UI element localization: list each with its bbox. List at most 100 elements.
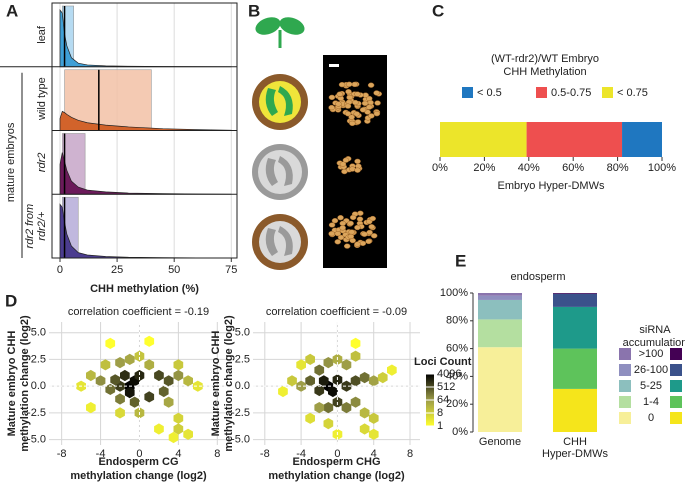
legend-label: 1-4 (643, 396, 659, 408)
hex-bin (350, 396, 361, 408)
seed (359, 107, 367, 113)
legend-swatch (619, 396, 631, 408)
seed (328, 104, 335, 111)
legend-label: 0.5-0.75 (551, 87, 591, 99)
x-tick-label: -4 (96, 448, 106, 460)
hex-bin (110, 374, 120, 386)
y-tick-label: -5.0 (27, 434, 46, 446)
hex-bin (314, 384, 325, 397)
hex-bin (129, 396, 140, 408)
seed (368, 224, 375, 230)
hex-bin (305, 375, 315, 387)
y-tick-label: 0.0 (31, 380, 46, 392)
legend-swatch (462, 87, 473, 98)
hex-bin (305, 353, 315, 365)
bar-segment (553, 388, 597, 432)
seed (373, 90, 380, 96)
seed (339, 220, 346, 227)
seed (374, 100, 381, 106)
hex-bin (368, 428, 379, 440)
x-axis-label: CHH methylation (%) (90, 283, 199, 295)
seed (346, 94, 353, 101)
x-axis-label: methylation change (log2) (70, 470, 207, 482)
bar-segment (622, 122, 662, 157)
hex-bin (134, 369, 145, 382)
hex-bin (341, 380, 352, 392)
seed (347, 220, 354, 227)
bar-segment (478, 319, 522, 348)
bar-segment (478, 295, 522, 300)
y-tick-label: 100% (440, 287, 468, 299)
seed (336, 91, 344, 97)
seed (328, 94, 336, 101)
legend-swatch (619, 412, 631, 424)
seed-clusters (328, 81, 383, 249)
x-tick-label: 8 (214, 448, 220, 460)
hex-bin (134, 350, 145, 362)
x-tick-label: -4 (296, 448, 306, 460)
hex-bin (105, 383, 116, 395)
x-tick-label: 4 (371, 448, 377, 460)
hex-bin (120, 369, 130, 382)
legend-swatch (619, 348, 631, 360)
seed-rdr2 (252, 144, 308, 200)
bar-segment (478, 347, 522, 432)
seed (347, 233, 355, 240)
x-tick-label: 0% (432, 162, 448, 174)
hex-bin (287, 375, 297, 387)
x-tick-label: 75 (225, 264, 237, 276)
legend-swatch (619, 364, 631, 376)
hex-bin (100, 359, 111, 371)
x-axis-label: methylation change (log2) (268, 470, 405, 482)
hex-bin (115, 407, 125, 419)
hex-bin (86, 369, 96, 382)
seedling (255, 17, 305, 48)
seed (368, 113, 375, 119)
seed (344, 103, 352, 109)
seed (366, 104, 373, 110)
scale-bar (329, 64, 339, 67)
legend-swatch (670, 380, 682, 392)
legend-label: 0 (648, 412, 654, 424)
seed (354, 241, 361, 247)
legend-swatch (670, 412, 682, 424)
legend-swatch (619, 380, 631, 392)
seed (331, 218, 339, 224)
seed (328, 222, 336, 228)
legend-label: < 0.75 (617, 87, 648, 99)
panel-letter: C (432, 1, 444, 20)
x-tick-label: 8 (407, 448, 413, 460)
x-tick-label: 80% (607, 162, 629, 174)
y-tick-label: 5.0 (235, 327, 250, 339)
hex-bin (341, 359, 352, 371)
seed (334, 239, 342, 245)
hex-bin (296, 359, 306, 371)
y-tick-label: 60% (446, 343, 468, 355)
bar-segment (478, 293, 522, 296)
hex-bin (163, 396, 174, 408)
chart-title: endosperm (510, 271, 565, 283)
bar-segment (553, 306, 597, 349)
y-axis-label: Mature embryo CHH (210, 331, 222, 437)
y-tick-label: 0% (452, 426, 468, 438)
hex-bin (368, 412, 379, 424)
seed (338, 82, 346, 88)
hex-bin (124, 387, 135, 399)
hex-bin (296, 380, 306, 392)
legend-swatch (670, 364, 682, 376)
seed (365, 238, 372, 245)
hex-bin (86, 402, 96, 414)
y-axis-label: Mature embryo CHH (6, 331, 18, 437)
hex-bin (341, 402, 352, 414)
x-tick-label: Genome (479, 436, 521, 448)
seed (370, 233, 378, 239)
colorbar-tick-label: 512 (437, 381, 455, 393)
y-tick-label: -2.5 (231, 407, 250, 419)
hex-bin (173, 359, 184, 371)
hex-bin (368, 375, 379, 387)
x-tick-label: 20% (473, 162, 495, 174)
hex-bin (154, 423, 164, 435)
seed (354, 91, 361, 97)
seed (361, 100, 369, 106)
y-tick-label: 2.5 (235, 353, 250, 365)
